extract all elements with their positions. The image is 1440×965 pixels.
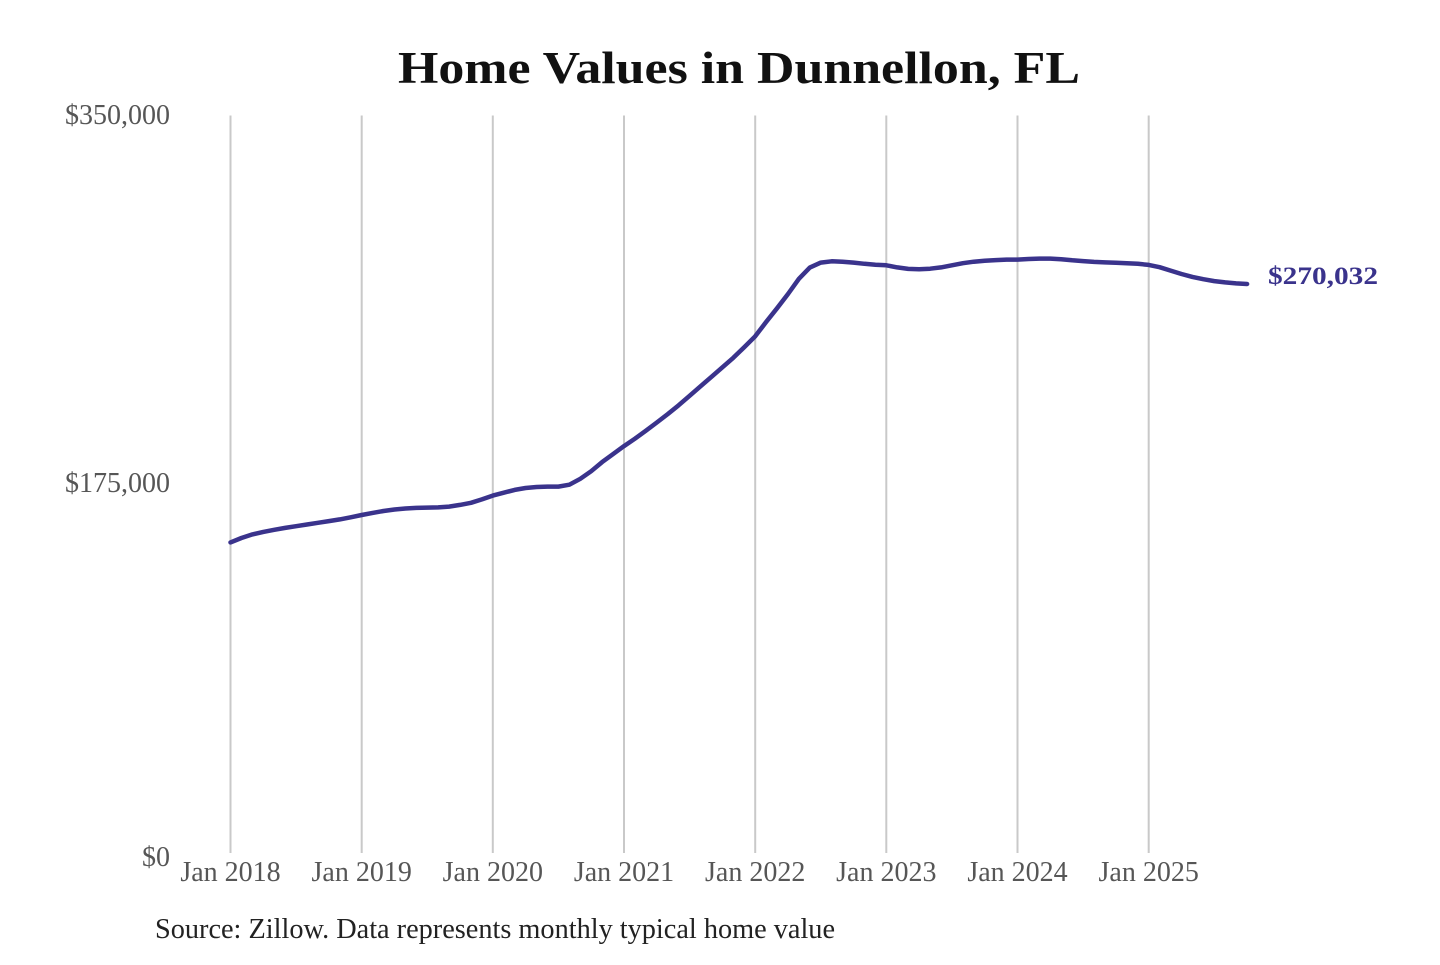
svg-text:$270,032: $270,032: [1268, 263, 1378, 290]
svg-text:Jan 2021: Jan 2021: [574, 857, 674, 888]
svg-text:Jan 2024: Jan 2024: [967, 857, 1067, 888]
svg-text:Source: Zillow. Data represent: Source: Zillow. Data represents monthly …: [155, 914, 835, 945]
svg-text:Jan 2018: Jan 2018: [180, 857, 280, 888]
svg-text:Jan 2022: Jan 2022: [705, 857, 805, 888]
svg-text:Jan 2019: Jan 2019: [312, 857, 412, 888]
svg-text:$0: $0: [142, 842, 170, 873]
svg-text:Jan 2025: Jan 2025: [1099, 857, 1199, 888]
svg-text:Jan 2020: Jan 2020: [443, 857, 543, 888]
svg-text:Jan 2023: Jan 2023: [836, 857, 936, 888]
svg-text:$175,000: $175,000: [65, 468, 170, 499]
svg-text:$350,000: $350,000: [65, 100, 170, 131]
svg-text:Home Values in Dunnellon, FL: Home Values in Dunnellon, FL: [398, 43, 1080, 93]
